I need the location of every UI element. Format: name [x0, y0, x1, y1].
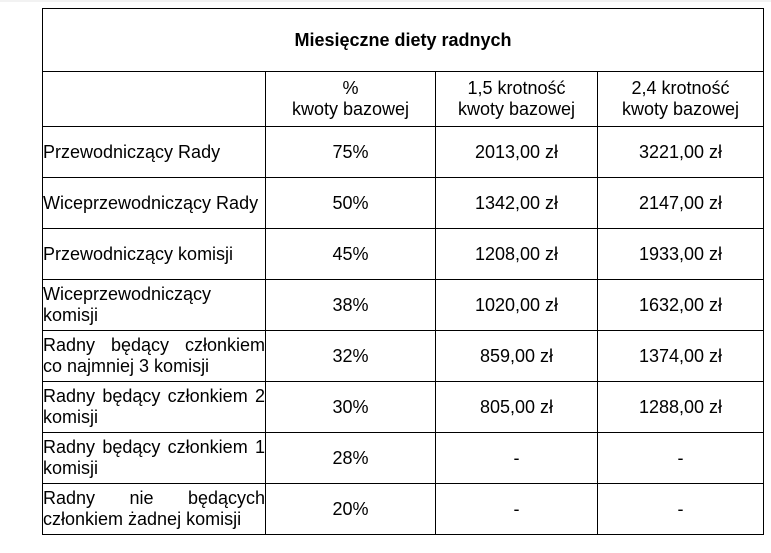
row-amount-1-5: 859,00 zł [435, 330, 598, 382]
table-title: Miesięczne diety radnych [41, 8, 765, 72]
header-percent-of-base: % kwoty bazowej [265, 71, 436, 127]
header-2-4-multiple: 2,4 krotność kwoty bazowej [596, 71, 765, 127]
table-row: Radny będący członkiem co najmniej 3 kom… [42, 330, 765, 382]
table-row: Przewodniczący komisji 45% 1208,00 zł 19… [42, 228, 765, 280]
screenshot-top-edge [0, 0, 771, 2]
row-label: Wiceprzewodniczący Rady [42, 177, 266, 229]
row-label: Radny będący członkiem 1 komisji [42, 432, 266, 484]
row-amount-1-5: 2013,00 zł [435, 126, 598, 178]
header-line: % [342, 78, 359, 98]
table-row: Przewodniczący Rady 75% 2013,00 zł 3221,… [42, 126, 765, 178]
row-amount-1-5: - [435, 483, 598, 535]
row-label: Radny nie będących członkiem żadnej komi… [42, 483, 266, 535]
row-amount-1-5: 1208,00 zł [435, 228, 598, 280]
table-header-row: % kwoty bazowej 1,5 krotność kwoty bazow… [42, 71, 765, 127]
header-line: 2,4 krotność [631, 78, 730, 98]
row-amount-2-4: 1288,00 zł [596, 381, 765, 433]
row-amount-2-4: 1632,00 zł [596, 279, 765, 331]
row-amount-2-4: 3221,00 zł [596, 126, 765, 178]
row-percent: 50% [265, 177, 436, 229]
row-amount-1-5: 1342,00 zł [435, 177, 598, 229]
row-percent: 20% [265, 483, 436, 535]
row-amount-2-4: 1933,00 zł [596, 228, 765, 280]
table-row: Wiceprzewodniczący komisji 38% 1020,00 z… [42, 279, 765, 331]
row-amount-1-5: 805,00 zł [435, 381, 598, 433]
row-percent: 45% [265, 228, 436, 280]
row-percent: 38% [265, 279, 436, 331]
header-1-5-multiple: 1,5 krotność kwoty bazowej [435, 71, 598, 127]
header-line: kwoty bazowej [291, 99, 410, 119]
table-title-row: Miesięczne diety radnych [41, 8, 765, 72]
diets-table-container: Miesięczne diety radnych % kwoty bazowej… [41, 8, 765, 535]
row-percent: 30% [265, 381, 436, 433]
table-row: Radny będący członkiem 2 komisji 30% 805… [42, 381, 765, 433]
row-percent: 75% [265, 126, 436, 178]
row-percent: 28% [265, 432, 436, 484]
row-percent: 32% [265, 330, 436, 382]
diets-table: Miesięczne diety radnych % kwoty bazowej… [41, 8, 765, 535]
row-amount-1-5: - [435, 432, 598, 484]
row-label: Radny będący członkiem 2 komisji [42, 381, 266, 433]
row-label: Radny będący członkiem co najmniej 3 kom… [42, 330, 266, 382]
table-row: Radny nie będących członkiem żadnej komi… [42, 483, 765, 535]
row-label: Przewodniczący komisji [42, 228, 266, 280]
row-amount-2-4: 1374,00 zł [596, 330, 765, 382]
table-row: Wiceprzewodniczący Rady 50% 1342,00 zł 2… [42, 177, 765, 229]
row-amount-2-4: 2147,00 zł [596, 177, 765, 229]
row-label: Wiceprzewodniczący komisji [42, 279, 266, 331]
row-label: Przewodniczący Rady [42, 126, 266, 178]
header-line: kwoty bazowej [457, 99, 576, 119]
row-amount-1-5: 1020,00 zł [435, 279, 598, 331]
header-line: kwoty bazowej [621, 99, 740, 119]
header-line: 1,5 krotność [467, 78, 566, 98]
row-amount-2-4: - [596, 432, 765, 484]
table-row: Radny będący członkiem 1 komisji 28% - - [42, 432, 765, 484]
row-amount-2-4: - [596, 483, 765, 535]
header-corner-cell [42, 71, 266, 127]
